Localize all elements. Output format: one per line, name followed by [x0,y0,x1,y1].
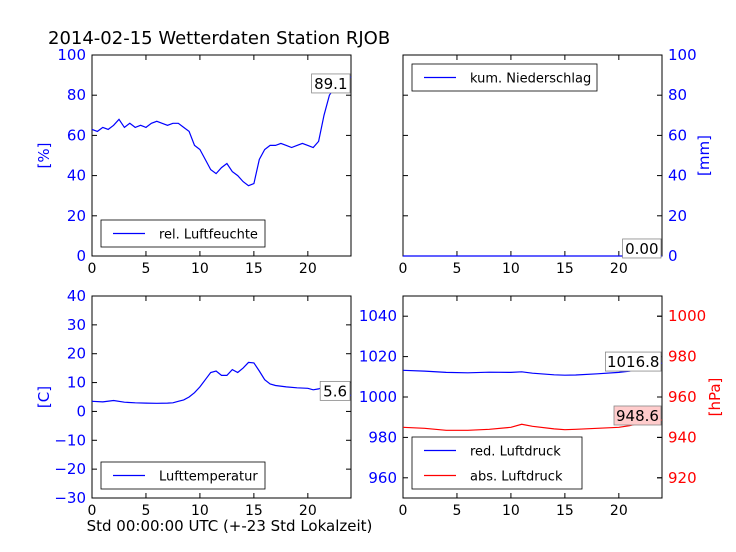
value-annotation-box [319,380,351,401]
y-tick-label-right: 980 [668,348,697,366]
x-tick-label: 10 [502,261,520,277]
x-tick-label: 0 [88,261,97,277]
legend-box [100,219,266,248]
y-axis-label: [%] [35,143,53,169]
x-tick-label: 15 [556,503,574,519]
legend-label: red. Luftdruck [470,445,561,460]
y-tick-label: 40 [668,167,687,185]
y-tick-label: 80 [67,86,86,104]
y-tick-label-right: 940 [668,428,697,446]
x-tick-label: 5 [141,503,150,519]
x-tick-label: 5 [452,503,461,519]
y-axis-label: [mm] [695,135,713,176]
y-tick-label: −10 [54,431,86,449]
value-annotation-right-box [613,405,662,426]
legend-label: kum. Niederschlag [470,72,591,87]
y-axis-label-right: [hPa] [706,378,724,417]
y-axis-label: [C] [35,386,53,408]
x-tick-label: 10 [502,503,520,519]
y-tick-label: −30 [54,489,86,507]
y-tick-label: 60 [67,126,86,144]
value-annotation-right: 948.6 [616,407,659,425]
y-tick-label: 10 [67,374,86,392]
y-tick-label: 0 [76,402,86,420]
value-annotation: 89.1 [314,75,347,93]
value-annotation: 0.00 [625,240,658,258]
y-tick-label: 20 [67,207,86,225]
panel-temperature: 0 5 10 15 20 −30 −20 −10 0 10 20 30 40 [C] Std 00:00:0… [35,287,372,535]
plot-frame [91,295,352,499]
y-tick-label-right: 1000 [668,307,706,325]
legend-label: abs. Luftdruck [470,470,563,485]
x-tick-label: 15 [245,503,263,519]
legend: kum. Niederschlag [411,63,598,92]
x-tick-label: 10 [191,261,209,277]
x-tick-label: 5 [141,261,150,277]
x-tick-label: 20 [610,503,628,519]
value-annotation-box [605,351,662,372]
y-tick-label-right: 960 [668,388,697,406]
y-tick-label-left: 1000 [359,388,397,406]
x-tick-label: 0 [399,503,408,519]
x-tick-label: 15 [556,261,574,277]
panel-humidity: 0 5 10 15 20 0 20 40 60 80 100 [%] 89.1 rel. Luftfeuc… [35,46,352,277]
y-tick-label: −20 [54,460,86,478]
y-tick-label: 60 [668,126,687,144]
legend-box [411,436,583,490]
panel-pressure: 0 5 10 15 20 960 980 1000 1020 1040 920 940 960 980 10… [359,295,724,519]
value-annotation: 1016.8 [607,353,660,371]
y-tick-label-left: 1020 [359,348,397,366]
y-tick-label: 40 [67,287,86,305]
x-tick-label: 0 [399,261,408,277]
x-tick-label: 20 [299,261,317,277]
x-tick-label: 20 [610,261,628,277]
y-tick-label: 20 [668,207,687,225]
legend: Lufttemperatur [100,461,266,490]
y-tick-label: 0 [76,247,86,265]
legend-label: Lufttemperatur [159,470,258,485]
y-tick-label-right: 920 [668,469,697,487]
plot-frame [91,54,352,257]
legend: red. Luftdruck abs. Luftdruck [411,436,583,490]
y-tick-label: 100 [57,46,86,64]
x-tick-label: 5 [452,261,461,277]
y-tick-label: 80 [668,86,687,104]
y-tick-label: 30 [67,316,86,334]
x-tick-label: 15 [245,261,263,277]
chart-title: 2014-02-15 Wetterdaten Station RJOB [48,28,390,49]
series-line-temperature-0 [91,361,352,404]
legend: rel. Luftfeuchte [100,219,266,248]
y-tick-label: 40 [67,167,86,185]
x-tick-label: 10 [191,503,209,519]
y-tick-label: 100 [668,46,697,64]
value-annotation-box [622,238,662,259]
value-annotation: 5.6 [323,382,347,400]
legend-label: rel. Luftfeuchte [159,228,258,243]
legend-box [100,461,266,490]
x-axis-label: Std 00:00:00 UTC (+-23 Std Lokalzeit) [87,517,373,535]
y-tick-label: 0 [668,247,678,265]
x-tick-label: 20 [299,503,317,519]
x-tick-label: 0 [88,503,97,519]
value-annotation-box [311,73,351,94]
y-tick-label-left: 980 [368,428,397,446]
y-tick-label-left: 960 [368,469,397,487]
series-line-humidity-0 [91,76,352,187]
panel-precipitation: 0 5 10 15 20 0 20 40 60 80 100 [mm] 0.00 kum. Nieders… [399,46,713,277]
y-tick-label-left: 1040 [359,307,397,325]
y-tick-label: 20 [67,345,86,363]
